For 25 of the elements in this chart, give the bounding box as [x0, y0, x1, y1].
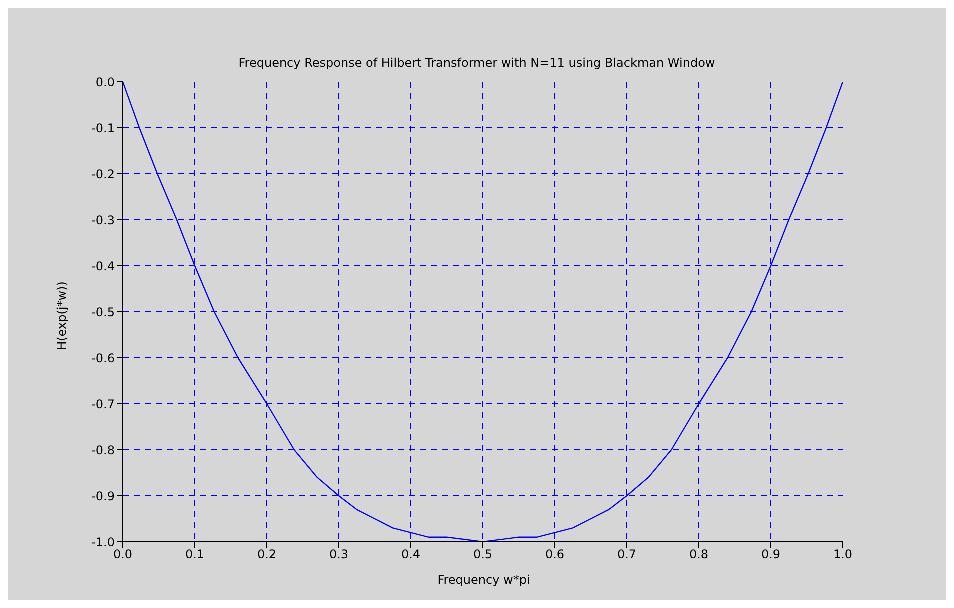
- x-tick-label: 0.9: [761, 548, 781, 562]
- y-tick-label: -1.0: [92, 535, 115, 550]
- y-tick-label: -0.5: [92, 305, 115, 320]
- x-tick-label: 0.5: [473, 548, 493, 562]
- x-tick-label: 0.0: [113, 548, 133, 562]
- x-tick-label: 0.3: [329, 548, 349, 562]
- x-tick-label: 1.0: [833, 548, 853, 562]
- y-tick-label: -0.9: [92, 489, 115, 504]
- x-tick-label: 0.8: [689, 548, 709, 562]
- x-tick-label: 0.7: [617, 548, 637, 562]
- x-tick-label: 0.2: [257, 548, 277, 562]
- y-tick-label: 0.0: [96, 75, 115, 90]
- x-tick-label: 0.4: [401, 548, 421, 562]
- y-tick-label: -0.2: [92, 167, 115, 182]
- y-tick-label: -0.1: [92, 121, 115, 136]
- y-axis-title: H(exp(j*w)): [55, 282, 69, 350]
- x-tick-label: 0.6: [545, 548, 565, 562]
- x-axis-title: Frequency w*pi: [436, 573, 532, 587]
- chart-title: Frequency Response of Hilbert Transformer with N=11 using Blackman Window: [238, 56, 716, 70]
- y-tick-label: -0.6: [92, 351, 115, 366]
- y-tick-label: -0.3: [92, 213, 115, 228]
- x-tick-label: 0.1: [185, 548, 205, 562]
- y-tick-label: -0.7: [92, 397, 115, 412]
- y-tick-label: -0.4: [92, 259, 115, 274]
- y-tick-label: -0.8: [92, 443, 115, 458]
